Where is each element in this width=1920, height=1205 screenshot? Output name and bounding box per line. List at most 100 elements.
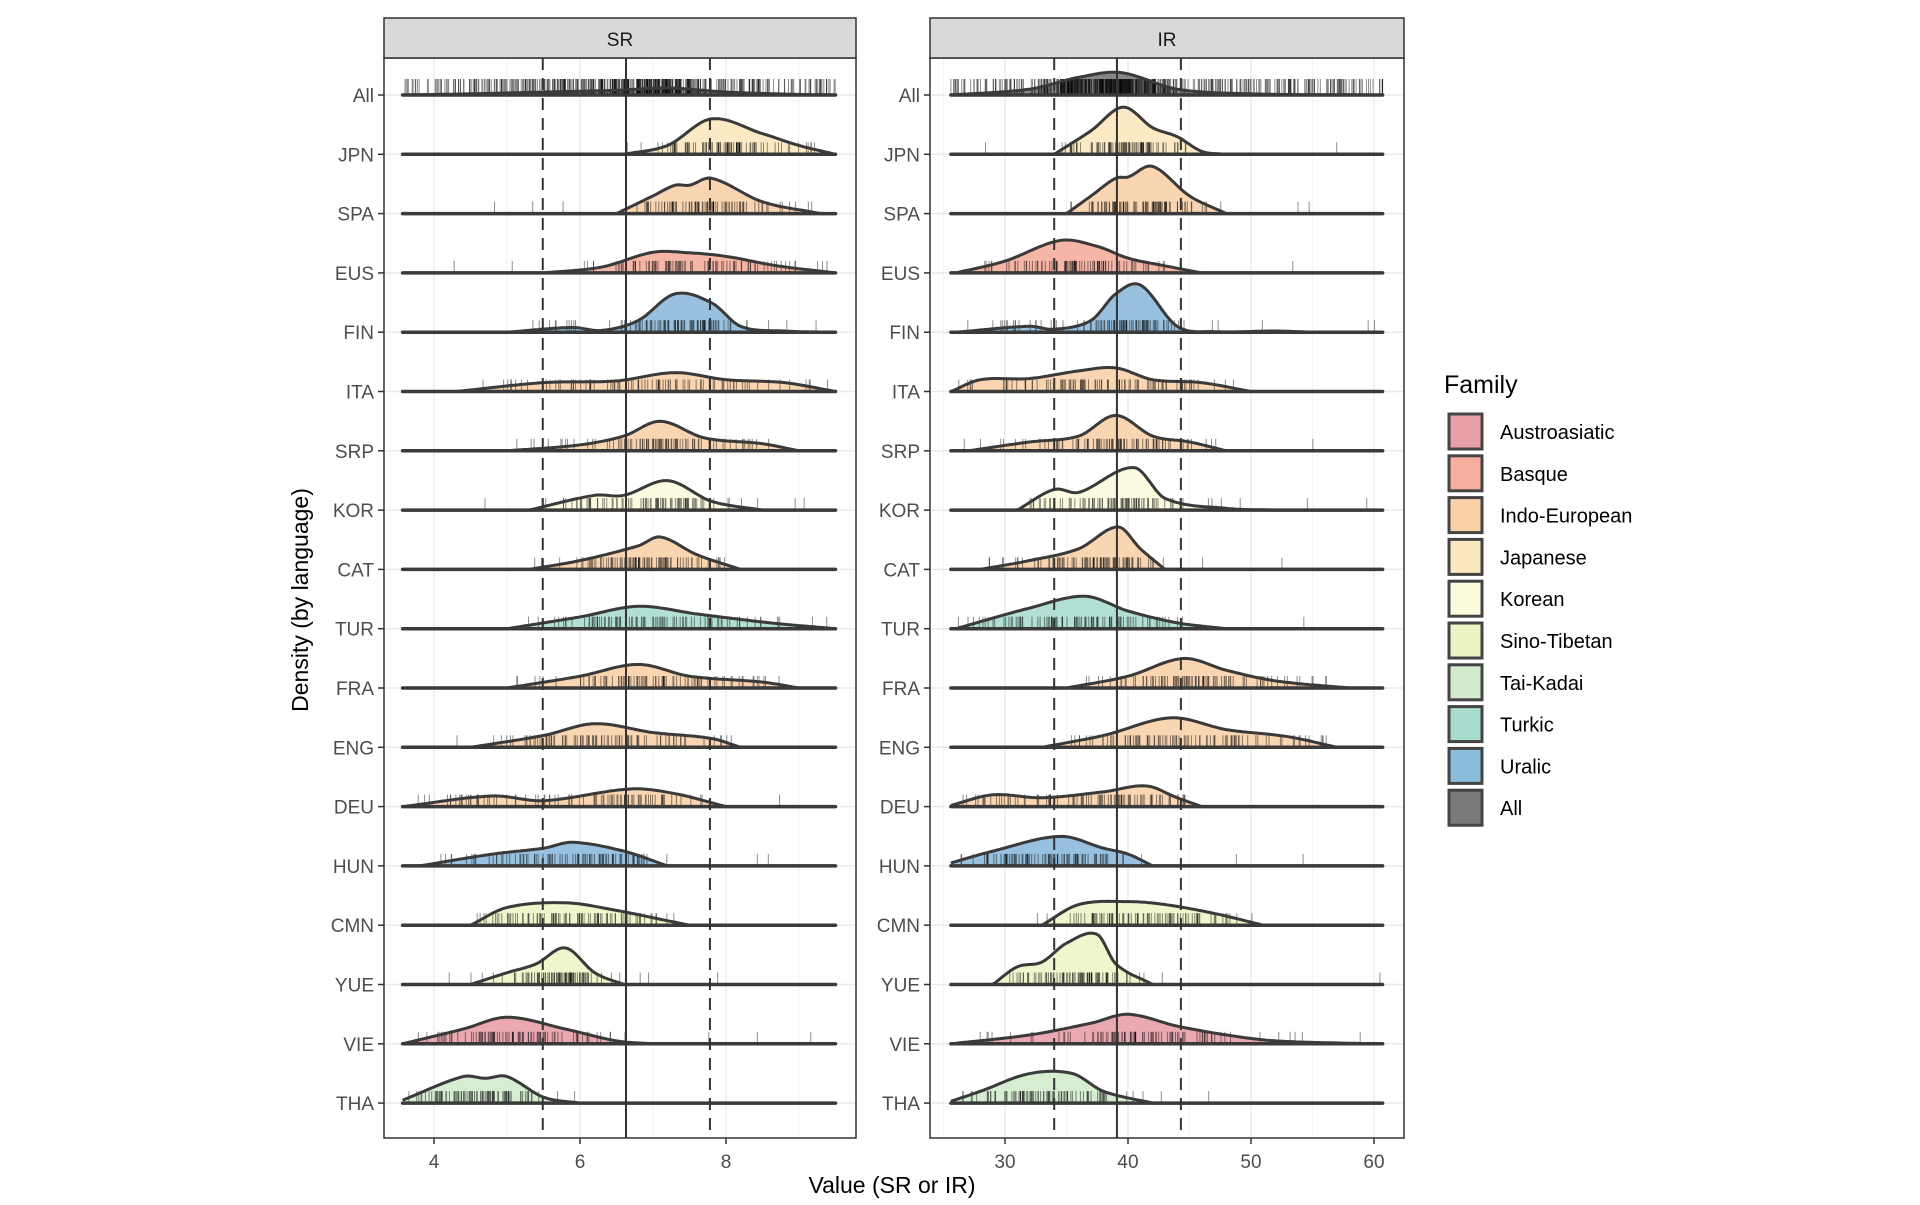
- density-area: [950, 467, 1383, 511]
- legend-key: [1447, 746, 1484, 785]
- y-tick-label: FRA: [336, 679, 374, 700]
- facet-strip-label: IR: [1158, 30, 1177, 51]
- legend-label: All: [1500, 798, 1522, 820]
- x-tick-label: 4: [429, 1152, 440, 1173]
- x-tick-label: 60: [1363, 1152, 1384, 1173]
- y-tick-label: ENG: [879, 738, 920, 759]
- density-area: [950, 240, 1383, 273]
- x-tick-label: 50: [1240, 1152, 1261, 1173]
- ridge-FIN: [400, 291, 838, 334]
- ridge-SPA: [949, 164, 1385, 216]
- legend-label: Sino-Tibetan: [1500, 631, 1613, 653]
- y-tick-label: DEU: [334, 798, 374, 819]
- ridge-THA: [949, 1069, 1385, 1105]
- legend-label: Japanese: [1500, 547, 1587, 569]
- legend-label: Basque: [1500, 464, 1568, 486]
- y-tick-label: SRP: [335, 442, 374, 463]
- facet-strip-label: SR: [607, 30, 633, 51]
- ridge-SPA: [400, 176, 838, 216]
- ridge-VIE: [400, 1015, 838, 1046]
- density-area: [402, 421, 836, 451]
- ridge-All: [400, 79, 838, 97]
- y-tick-label: TUR: [335, 620, 374, 641]
- y-tick-label: SPA: [337, 205, 374, 226]
- density-area: [950, 1071, 1383, 1104]
- legend-item: Turkic: [1447, 705, 1554, 744]
- density-area: [950, 1014, 1383, 1044]
- y-tick-label: ITA: [892, 383, 920, 404]
- density-area: [402, 788, 836, 807]
- legend-label: Austroasiatic: [1500, 422, 1615, 444]
- ridge-CMN: [949, 899, 1385, 927]
- panel-background: [930, 58, 1404, 1138]
- y-tick-label: EUS: [335, 264, 374, 285]
- legend-key: [1447, 454, 1484, 493]
- y-tick-label: CMN: [331, 916, 374, 937]
- density-area: [402, 664, 836, 688]
- y-tick-label: THA: [336, 1094, 374, 1115]
- density-outline: [402, 371, 836, 393]
- y-tick-label: SPA: [883, 205, 920, 226]
- density-area: [402, 842, 836, 866]
- y-tick-label: CMN: [877, 916, 920, 937]
- y-tick-label: YUE: [881, 976, 920, 997]
- ridge-JPN: [400, 117, 838, 157]
- legend-item: Indo-European: [1447, 496, 1632, 535]
- ridge-DEU: [949, 784, 1385, 809]
- legend-key: [1447, 621, 1484, 660]
- legend-key: [1447, 412, 1484, 451]
- ridge-JPN: [949, 105, 1385, 157]
- facet-panels: SR All JPN SPA EUS FIN ITA SRP KOR CAT TUR FRA ENG DE…: [331, 17, 1405, 1173]
- density-area: [950, 107, 1383, 155]
- ridge-SRP: [400, 419, 838, 453]
- density-area: [950, 658, 1383, 688]
- x-axis-title: Value (SR or IR): [808, 1172, 975, 1198]
- facet-strip: [383, 17, 857, 59]
- ridge-EUS: [400, 249, 838, 275]
- y-tick-label: All: [353, 86, 374, 107]
- density-area: [950, 72, 1383, 95]
- facet-strip: [929, 17, 1405, 59]
- y-tick-label: THA: [882, 1094, 920, 1115]
- legend-key: [1447, 537, 1484, 576]
- legend-item: All: [1447, 788, 1522, 827]
- y-tick-label: SRP: [881, 442, 920, 463]
- y-tick-label: JPN: [884, 145, 920, 166]
- panel-IR: IR All JPN SPA EUS FIN ITA SRP KOR CAT TUR FRA ENG DE…: [877, 17, 1405, 1173]
- y-tick-label: CAT: [337, 560, 374, 581]
- legend-item: Japanese: [1447, 537, 1587, 576]
- legend-label: Uralic: [1500, 756, 1551, 778]
- ridge-HUN: [400, 840, 838, 868]
- ridge-VIE: [949, 1012, 1385, 1046]
- y-tick-label: HUN: [333, 857, 374, 878]
- density-area: [402, 536, 836, 570]
- legend-key: [1447, 705, 1484, 744]
- legend-label: Turkic: [1500, 715, 1554, 737]
- y-tick-label: VIE: [343, 1035, 374, 1056]
- density-area: [950, 166, 1383, 214]
- ridge-FRA: [949, 656, 1385, 690]
- y-tick-label: KOR: [879, 501, 920, 522]
- density-area: [950, 717, 1383, 748]
- ridge-FRA: [400, 662, 838, 690]
- panel-background: [384, 58, 856, 1138]
- ridge-TUR: [949, 594, 1385, 631]
- y-tick-label: KOR: [333, 501, 374, 522]
- legend-title: Family: [1444, 371, 1518, 399]
- density-area: [402, 480, 836, 511]
- legend-item: Sino-Tibetan: [1447, 621, 1613, 660]
- legend-label: Indo-European: [1500, 506, 1632, 528]
- density-area: [402, 178, 836, 214]
- y-tick-label: FIN: [343, 323, 374, 344]
- y-tick-label: VIE: [889, 1035, 920, 1056]
- legend-key: [1447, 496, 1484, 535]
- legend: Family Austroasiatic Basque Indo-European J…: [1444, 371, 1632, 827]
- x-tick-label: 6: [575, 1152, 586, 1173]
- density-area: [950, 283, 1383, 333]
- density-area: [950, 901, 1383, 926]
- y-tick-label: YUE: [335, 976, 374, 997]
- legend-key: [1447, 663, 1484, 702]
- legend-item: Basque: [1447, 454, 1568, 493]
- y-axis-title: Density (by language): [287, 488, 313, 712]
